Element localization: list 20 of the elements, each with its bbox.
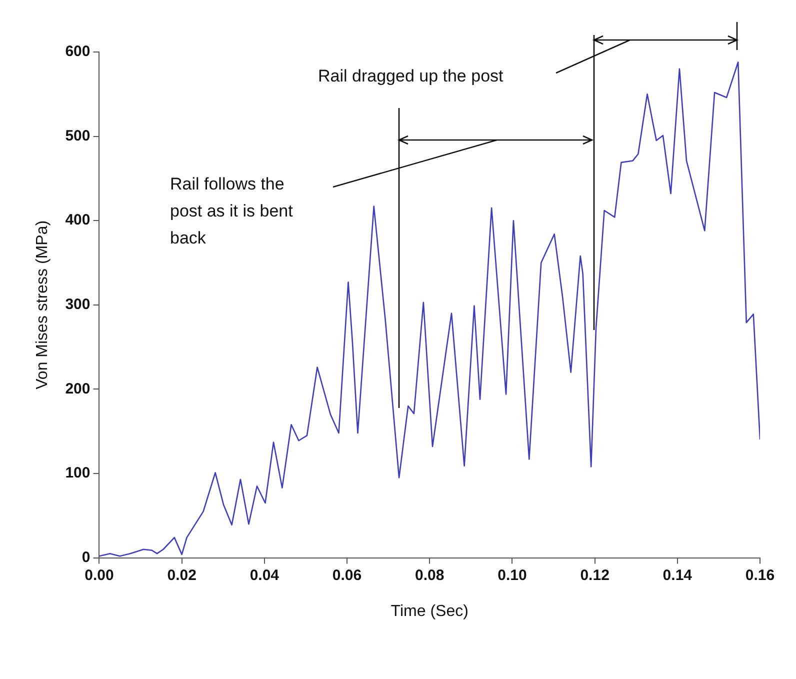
x-tick-label: 0.06	[332, 566, 362, 584]
y-tick-label: 0	[82, 548, 90, 566]
y-tick-label: 100	[65, 464, 90, 482]
x-tick-label: 0.10	[498, 566, 527, 584]
y-tick-label: 300	[65, 296, 90, 314]
x-axis-title: Time (Sec)	[390, 602, 468, 620]
x-tick-label: 0.00	[84, 566, 114, 584]
x-tick-label: 0.08	[415, 566, 444, 584]
x-tick-label: 0.14	[662, 566, 693, 584]
x-tick-label: 0.04	[250, 566, 280, 584]
y-tick-label: 200	[65, 380, 90, 398]
y-tick-label: 600	[65, 43, 90, 60]
annotation: Rail dragged up the post	[318, 66, 504, 86]
annotation: Rail follows the post as it is bent back	[170, 174, 294, 248]
x-tick-label: 0.12	[580, 566, 610, 584]
y-tick-label: 400	[65, 212, 90, 229]
x-tick-label: 0.02	[167, 566, 196, 584]
x-tick-label: 0.16	[745, 566, 775, 584]
y-tick-label: 500	[65, 127, 90, 144]
y-axis-title: Von Mises stress (MPa)	[34, 220, 52, 390]
